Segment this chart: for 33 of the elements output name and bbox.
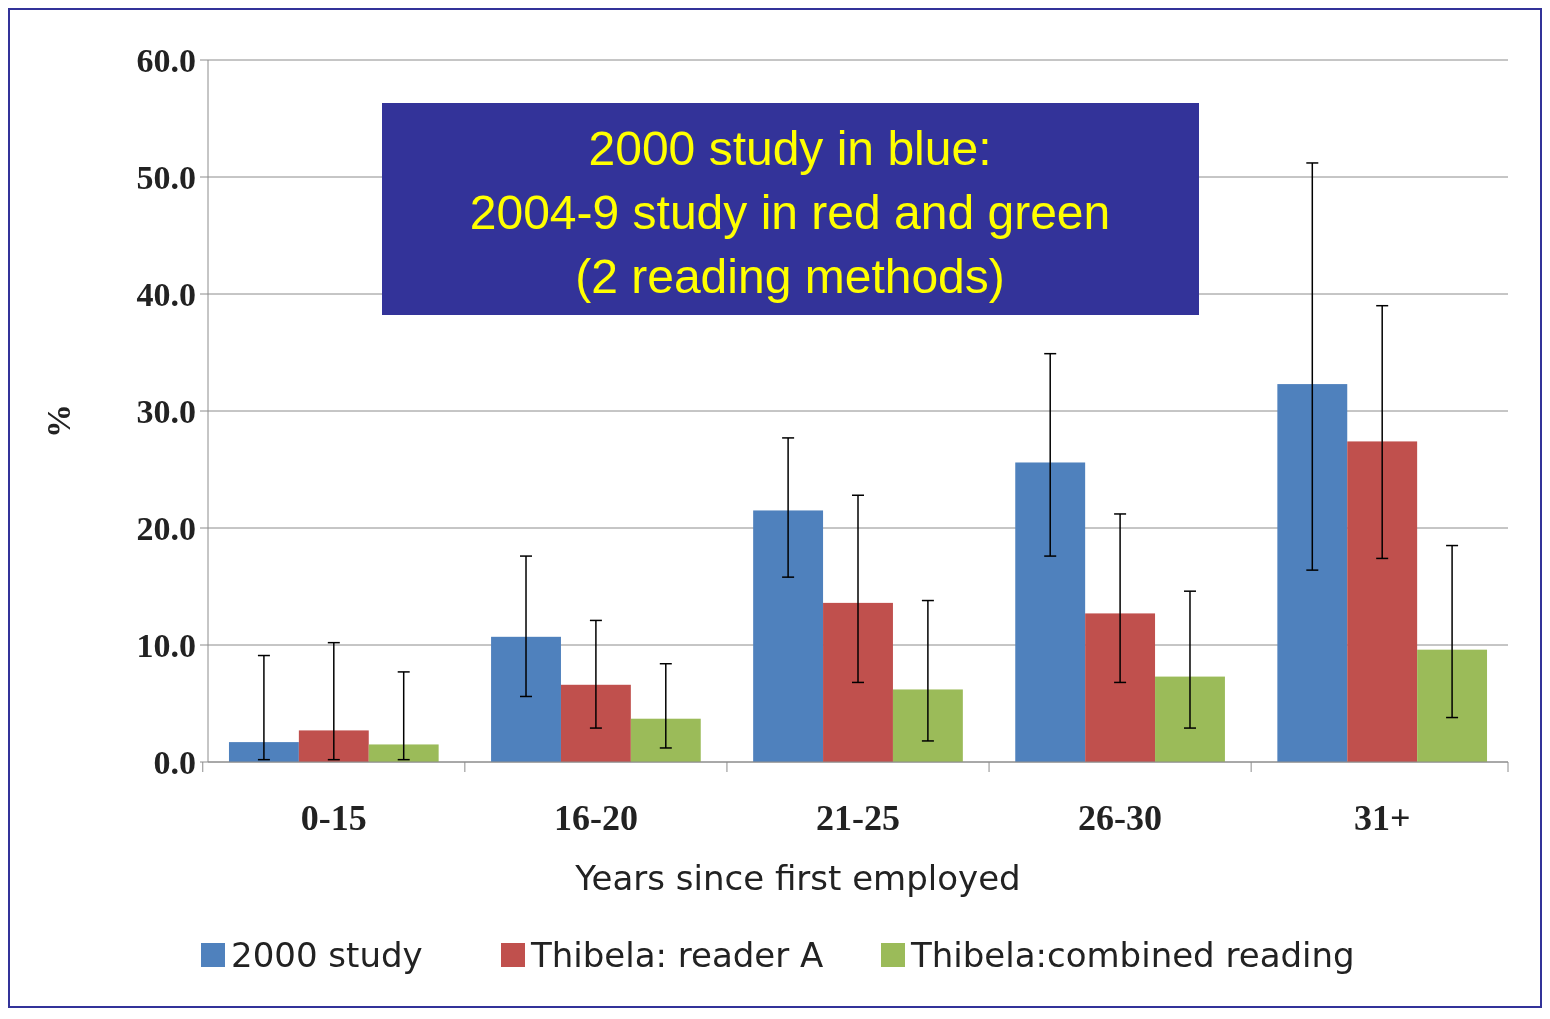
bar: [1015, 462, 1086, 762]
bar: [753, 510, 824, 762]
bar: [892, 689, 963, 762]
bar: [368, 744, 439, 762]
y-tick-label: 20.0: [136, 509, 196, 547]
bar: [1277, 384, 1348, 762]
x-tick-label: 16-20: [553, 798, 638, 838]
bar: [298, 730, 369, 762]
y-tick-label: 60.0: [136, 41, 196, 79]
x-tick-label: 0-15: [300, 798, 367, 838]
x-tick-label: 31+: [1353, 798, 1411, 838]
bar: [1085, 613, 1156, 762]
annotation: 2000 study in blue: 2004-9 study in red and green (2 reading methods): [469, 121, 1111, 303]
y-axis-title: %: [40, 404, 77, 438]
y-tick-label: 10.0: [136, 626, 196, 664]
bar: [1417, 649, 1488, 762]
y-tick-label: 30.0: [136, 392, 196, 430]
y-tick-label: 0.0: [153, 743, 196, 781]
x-tick-label: 21-25: [816, 798, 900, 838]
bar: [491, 636, 561, 762]
legend-label: Thibela: reader A: [530, 934, 824, 975]
x-tick-label: 26-30: [1078, 798, 1163, 838]
bar: [228, 742, 299, 762]
bar: [1155, 676, 1225, 762]
bar: [630, 718, 701, 762]
x-axis-title: Years since first employed: [574, 858, 1021, 898]
bar: [1347, 441, 1418, 762]
y-tick-label: 50.0: [136, 158, 196, 196]
legend-label: Thibela:combined reading: [910, 934, 1355, 975]
y-tick-label: 40.0: [136, 275, 196, 313]
bar: [560, 684, 631, 762]
bar: [823, 602, 893, 762]
legend-label: 2000 study: [231, 934, 423, 975]
